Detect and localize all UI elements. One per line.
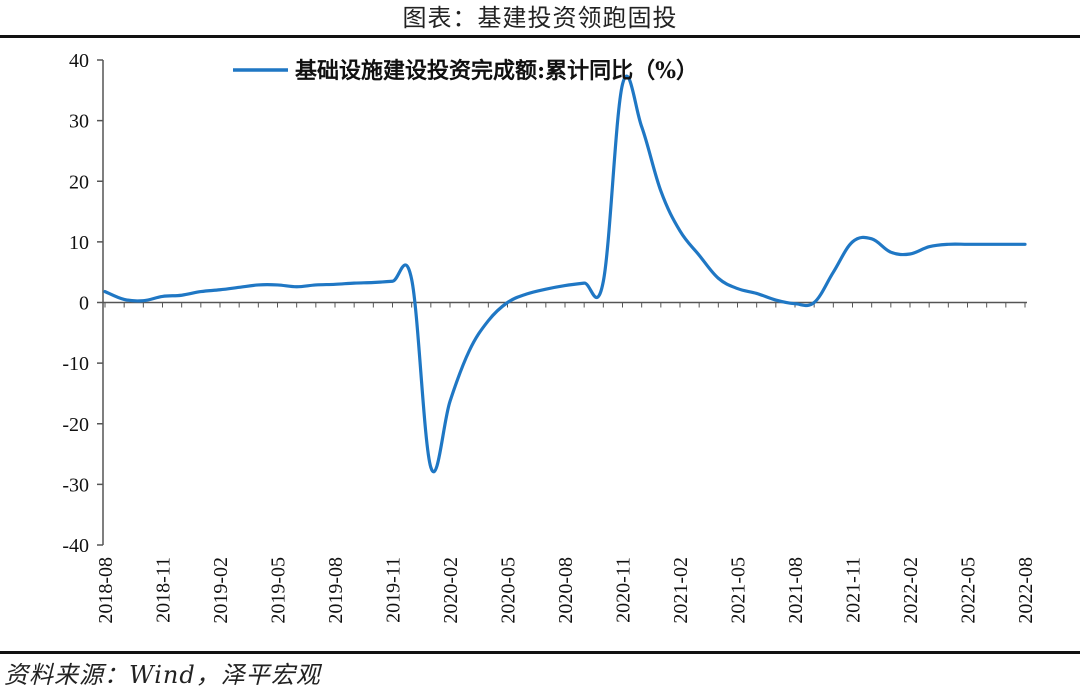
- y-tick-label: -20: [62, 414, 89, 436]
- x-tick-label: 2018-08: [95, 557, 117, 624]
- y-tick-label: -10: [62, 353, 89, 375]
- x-tick-label: 2020-08: [555, 557, 577, 624]
- x-tick-label: 2022-02: [900, 557, 922, 624]
- y-tick-label: -30: [62, 474, 89, 496]
- series-line: [103, 74, 1027, 473]
- y-tick-label: 30: [69, 111, 89, 133]
- top-rule: [0, 35, 1080, 38]
- x-tick-label: 2019-08: [325, 557, 347, 624]
- source-note: 资料来源：Wind，泽平宏观: [4, 661, 321, 689]
- bottom-rule: [0, 651, 1080, 654]
- y-tick-label: 40: [69, 50, 89, 72]
- chart-title: 图表：基建投资领跑固投: [402, 4, 678, 32]
- x-tick-label: 2020-02: [440, 557, 462, 624]
- x-tick-label: 2020-11: [613, 557, 635, 623]
- legend-label: 基础设施建设投资完成额:累计同比（%）: [295, 58, 698, 84]
- x-tick-label: 2022-08: [1015, 557, 1037, 624]
- x-tick-label: 2021-08: [785, 557, 807, 624]
- x-tick-label: 2019-11: [383, 557, 405, 623]
- x-tick-label: 2021-02: [670, 557, 692, 624]
- line-chart: 40 30 20 10 0 -10 -20 -30 -40 2018-08 2018-11 2019-…: [62, 50, 1037, 624]
- x-tick-label: 2018-11: [153, 557, 175, 623]
- x-tick-label: 2021-11: [843, 557, 865, 623]
- y-tick-label: -40: [62, 535, 89, 557]
- x-tick-label: 2020-05: [498, 557, 520, 624]
- x-tick-label: 2019-05: [268, 557, 290, 624]
- x-tick-label: 2022-05: [958, 557, 980, 624]
- y-tick-label: 20: [69, 171, 89, 193]
- y-tick-label: 10: [69, 232, 89, 254]
- y-tick-label: 0: [79, 293, 89, 315]
- x-tick-label: 2021-05: [728, 557, 750, 624]
- x-tick-label: 2019-02: [210, 557, 232, 624]
